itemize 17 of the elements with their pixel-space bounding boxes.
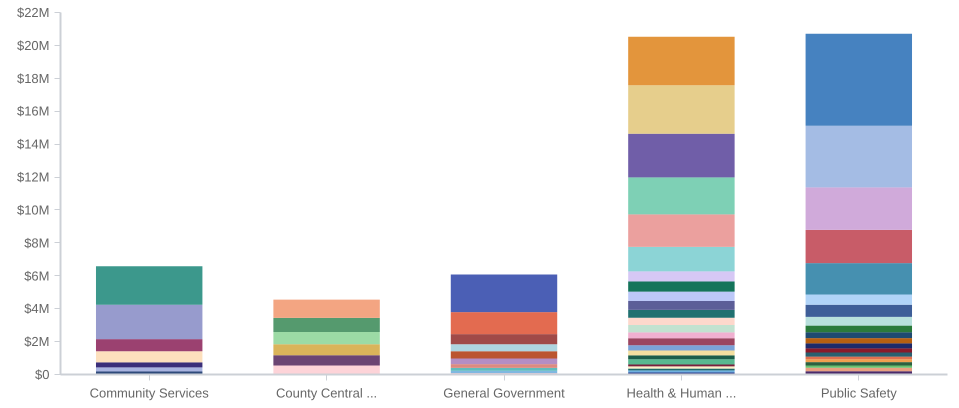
y-tick-label: $14M: [16, 136, 50, 152]
y-tick-label: $20M: [16, 38, 50, 53]
y-tick-label: $6M: [24, 268, 50, 284]
y-tick-label: $22M: [16, 5, 50, 20]
y-tick-label: $2M: [24, 334, 50, 350]
y-tick-label: $18M: [16, 70, 50, 86]
y-tick-label: $10M: [16, 202, 50, 218]
x-tick-label: County Central ...: [276, 386, 378, 400]
y-tick-label: $8M: [24, 235, 50, 250]
y-tick-label: $0: [35, 367, 50, 382]
x-tick-label: Public Safety: [820, 386, 898, 400]
y-tick-label: $12M: [16, 170, 50, 185]
y-tick-label: $4M: [24, 301, 50, 316]
x-tick-label: Community Services: [90, 386, 210, 400]
y-tick-label: $16M: [16, 104, 50, 119]
x-tick-label: Health & Human ...: [626, 386, 736, 400]
x-tick-label: General Government: [443, 386, 566, 400]
